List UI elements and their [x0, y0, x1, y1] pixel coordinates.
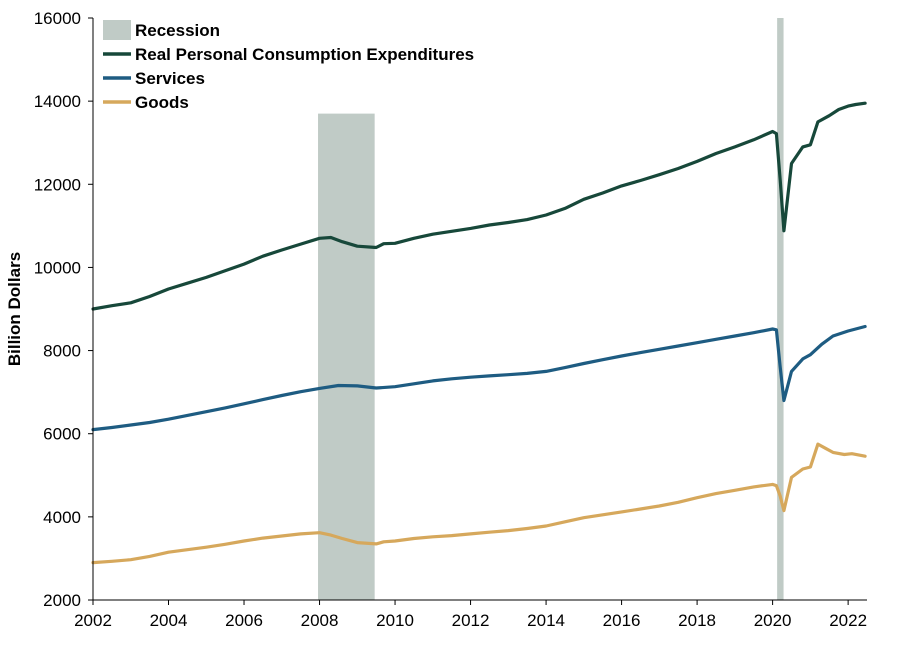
legend-label-recession: Recession: [135, 21, 220, 40]
legend-label-2: Services: [135, 69, 205, 88]
y-tick-label: 2000: [43, 591, 81, 610]
series-layer: [91, 101, 867, 565]
x-tick-label: 2018: [678, 611, 716, 630]
series-line-services: [91, 324, 867, 432]
y-tick-label: 6000: [43, 425, 81, 444]
legend: Recession Real Personal Consumption Expen…: [103, 20, 474, 112]
x-tick-label: 2014: [527, 611, 565, 630]
series-line-goods: [91, 442, 867, 565]
y-axis-title: Billion Dollars: [5, 252, 24, 366]
y-tick-label: 4000: [43, 508, 81, 527]
legend-label-3: Goods: [135, 93, 189, 112]
y-tick-label: 8000: [43, 342, 81, 361]
tick-labels-layer: 2002 2004 2006 2008 2010 2012 2014 2016 2018 2020…: [34, 9, 867, 630]
y-tick-label: 12000: [34, 175, 81, 194]
series-line-real-personal-consumption-expenditures: [91, 101, 867, 311]
x-tick-label: 2012: [452, 611, 490, 630]
recession-band-2: [777, 18, 784, 600]
y-tick-label: 16000: [34, 9, 81, 28]
x-tick-label: 2016: [603, 611, 641, 630]
x-tick-label: 2006: [225, 611, 263, 630]
recession-shading-layer: [318, 18, 784, 600]
axes-layer: [92, 18, 867, 601]
y-tick-label: 10000: [34, 258, 81, 277]
x-tick-label: 2010: [376, 611, 414, 630]
recession-band-1: [318, 113, 375, 600]
legend-swatch-recession: [103, 20, 131, 40]
x-tick-label: 2004: [150, 611, 188, 630]
x-tick-label: 2008: [301, 611, 339, 630]
legend-label-1: Real Personal Consumption Expenditures: [135, 45, 474, 64]
x-tick-label: 2002: [74, 611, 112, 630]
y-tick-label: 14000: [34, 92, 81, 111]
x-tick-label: 2020: [754, 611, 792, 630]
x-tick-label: 2022: [829, 611, 867, 630]
